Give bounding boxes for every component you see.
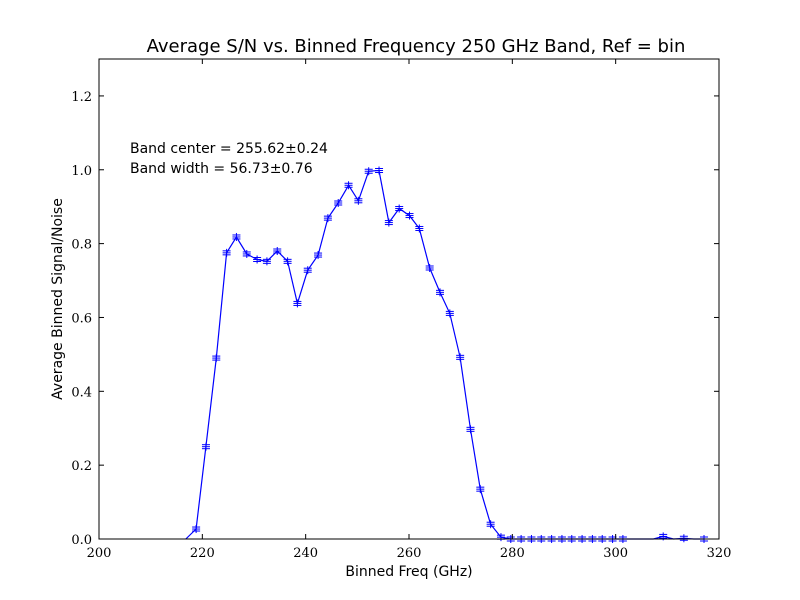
x-tick-label: 240: [293, 546, 318, 561]
y-tick-label: 0.0: [71, 533, 92, 548]
data-point: [445, 309, 454, 318]
data-point: [486, 520, 495, 529]
y-tick-label: 1.2: [71, 90, 92, 105]
y-tick-label: 1.0: [71, 164, 92, 179]
data-point: [212, 354, 221, 363]
x-tick-label: 280: [500, 546, 525, 561]
y-axis-label: Average Binned Signal/Noise: [50, 198, 66, 400]
annotation-band-center: Band center = 255.62±0.24: [130, 141, 328, 157]
data-point: [395, 204, 404, 213]
data-point: [659, 532, 668, 541]
chart-title: Average S/N vs. Binned Frequency 250 GHz…: [147, 36, 686, 57]
data-point: [415, 224, 424, 233]
data-point: [262, 257, 271, 266]
data-point: [314, 251, 323, 260]
data-point: [375, 166, 384, 175]
x-axis-label: Binned Freq (GHz): [345, 564, 472, 580]
data-point: [293, 299, 302, 308]
data-point: [222, 248, 231, 257]
y-tick-label: 0.2: [71, 459, 92, 474]
x-tick-label: 260: [397, 546, 422, 561]
data-point: [303, 266, 312, 275]
plot-area: [185, 166, 709, 543]
data-point: [425, 263, 434, 272]
data-point: [405, 211, 414, 220]
x-tick-label: 300: [603, 546, 628, 561]
data-point: [253, 255, 262, 264]
x-tick-label: 220: [190, 546, 215, 561]
data-point: [456, 353, 465, 362]
data-point: [192, 525, 201, 534]
y-tick-label: 0.6: [71, 311, 92, 326]
axes-frame: [98, 58, 720, 540]
x-tick-label: 200: [87, 546, 112, 561]
y-tick-label: 0.4: [71, 385, 92, 400]
data-point: [436, 288, 444, 297]
y-tick-label: 0.8: [71, 238, 92, 253]
data-point: [466, 425, 475, 434]
data-point: [354, 196, 363, 205]
data-point: [201, 442, 210, 451]
data-point: [344, 181, 353, 190]
data-point: [334, 199, 343, 207]
data-point: [283, 257, 292, 266]
annotation-band-width: Band width = 56.73±0.76: [130, 161, 313, 177]
data-point: [242, 249, 251, 258]
data-point: [232, 232, 241, 241]
data-point: [476, 485, 485, 494]
data-point: [364, 167, 373, 176]
series-line: [185, 169, 704, 540]
data-point: [273, 247, 282, 255]
x-tick-label: 320: [707, 546, 732, 561]
data-point: [679, 534, 688, 543]
data-point: [323, 214, 332, 223]
data-point: [384, 218, 393, 227]
axis-ticks: 200 220 240 260 280 300 320 0.0 0.2 0.4 0.6 0.8 1.0 1…: [71, 59, 731, 561]
